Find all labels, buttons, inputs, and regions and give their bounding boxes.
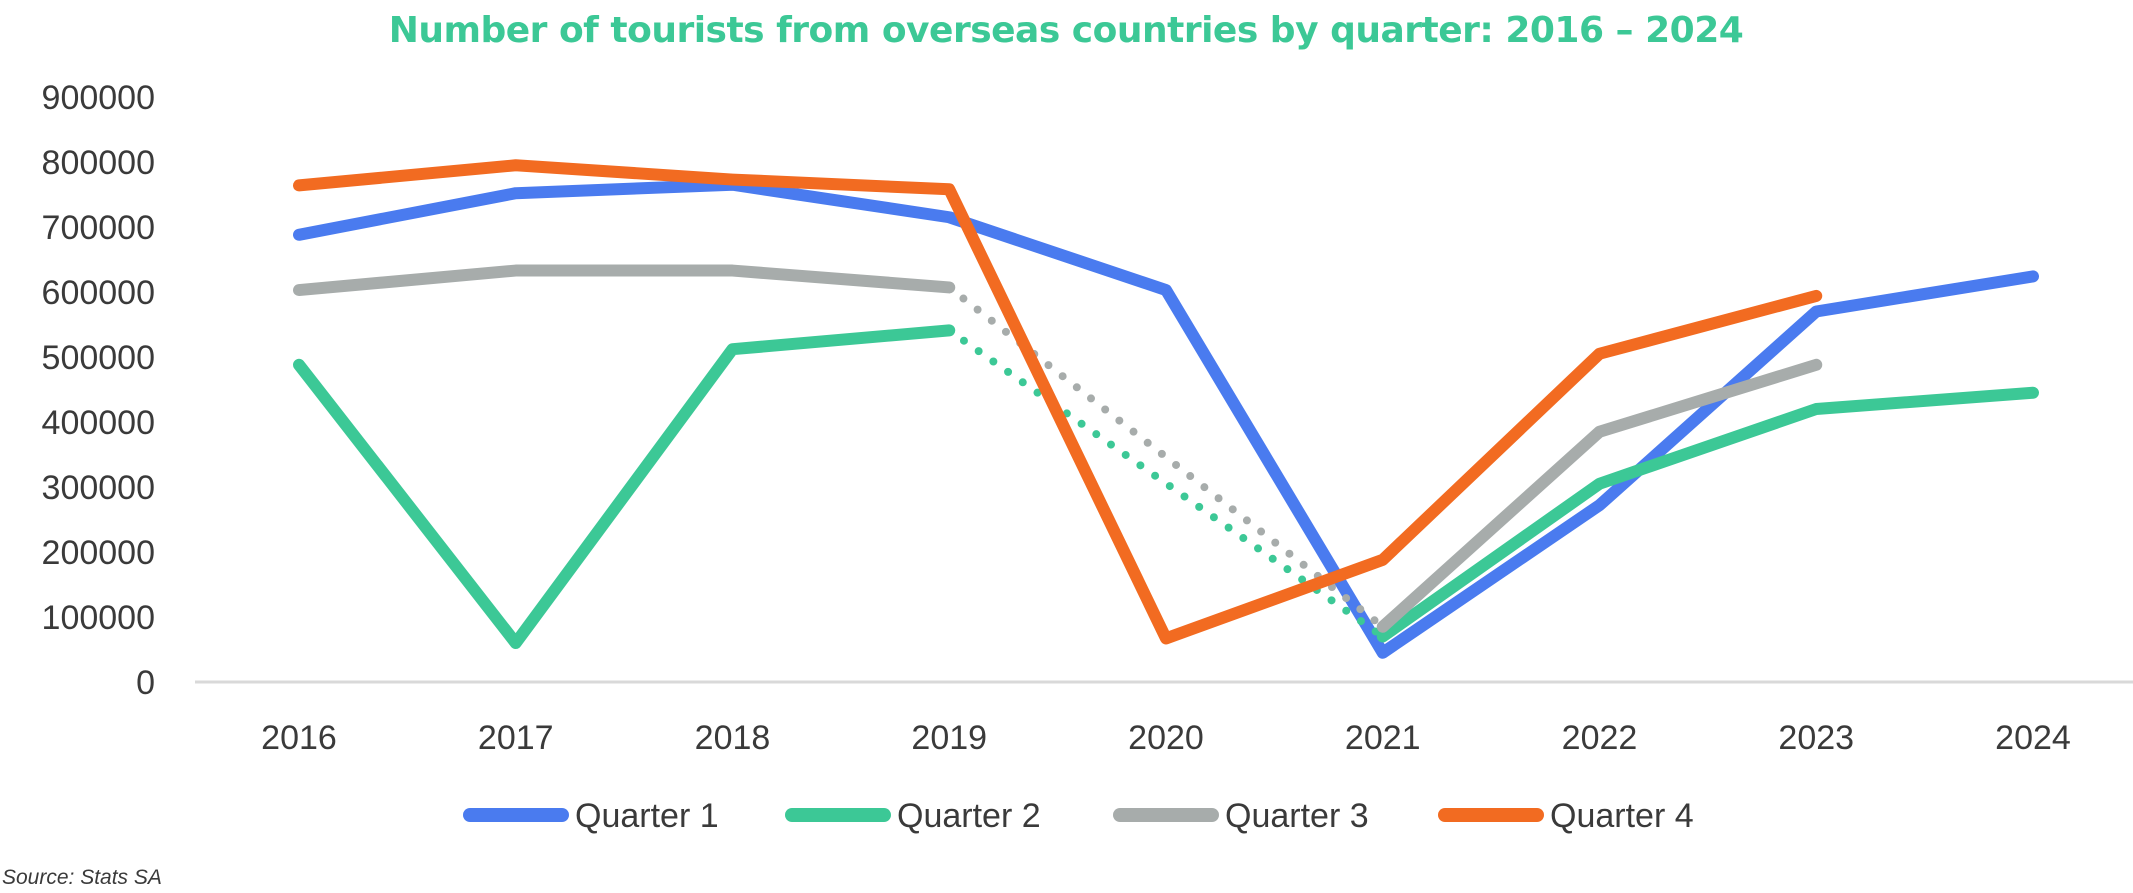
series-quarter-1: [293, 178, 2039, 659]
legend: Quarter 1 Quarter 2 Quarter 3 Quarter 4: [463, 797, 1694, 835]
dotted-connector: [945, 283, 1387, 631]
series-line: [293, 178, 2039, 659]
x-axis-ticks: 2016 2017 2018 2019 2020 2021 2022 2023 2024: [261, 719, 2071, 757]
series-line: [1376, 358, 1823, 633]
y-tick-label: 700000: [42, 209, 155, 247]
legend-label: Quarter 1: [575, 797, 719, 835]
x-tick-label: 2017: [478, 719, 554, 757]
x-tick-label: 2022: [1562, 719, 1638, 757]
x-tick-label: 2024: [1995, 719, 2071, 757]
x-tick-label: 2016: [261, 719, 337, 757]
y-tick-label: 0: [136, 664, 155, 702]
x-tick-label: 2018: [695, 719, 771, 757]
y-tick-label: 600000: [42, 274, 155, 312]
y-tick-label: 200000: [42, 534, 155, 572]
chart-title: Number of tourists from overseas countri…: [389, 10, 1744, 51]
legend-label: Quarter 2: [897, 797, 1041, 835]
series-quarter-4: [293, 159, 1823, 645]
y-tick-label: 100000: [42, 599, 155, 637]
x-tick-label: 2023: [1778, 719, 1854, 757]
series-layer: [293, 159, 2039, 659]
series-line: [293, 264, 956, 297]
y-axis-ticks: 0 100000 200000 300000 400000 500000 600000 700…: [42, 79, 155, 702]
legend-label: Quarter 3: [1225, 797, 1369, 835]
series-line: [1376, 386, 2039, 643]
x-tick-label: 2021: [1345, 719, 1421, 757]
y-tick-label: 400000: [42, 404, 155, 442]
x-tick-label: 2019: [911, 719, 987, 757]
y-tick-label: 900000: [42, 79, 155, 117]
legend-label: Quarter 4: [1550, 797, 1694, 835]
series-quarter-2: [293, 324, 2039, 649]
x-tick-label: 2020: [1128, 719, 1204, 757]
y-tick-label: 500000: [42, 339, 155, 377]
series-line: [293, 324, 956, 649]
series-line: [293, 159, 1823, 645]
series-quarter-3: [293, 264, 1823, 633]
y-tick-label: 800000: [42, 144, 155, 182]
dotted-connector: [945, 326, 1387, 641]
y-tick-label: 300000: [42, 469, 155, 507]
source-note: Source: Stats SA: [2, 866, 162, 889]
